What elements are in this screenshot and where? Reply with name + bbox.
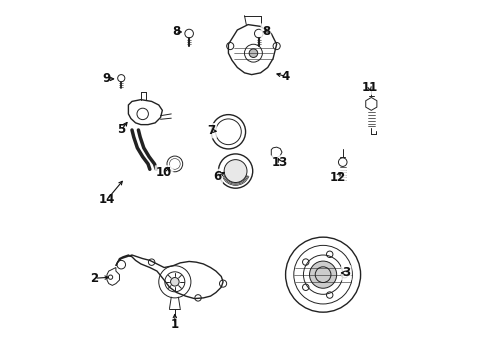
Text: 11: 11 — [361, 81, 377, 94]
Text: 5: 5 — [117, 123, 125, 136]
Circle shape — [309, 261, 336, 288]
Text: 9: 9 — [102, 72, 111, 85]
Text: 6: 6 — [213, 170, 222, 183]
Text: 4: 4 — [281, 70, 289, 83]
Circle shape — [224, 159, 246, 183]
Text: 13: 13 — [271, 156, 288, 169]
Text: 2: 2 — [90, 272, 98, 285]
Text: 8: 8 — [172, 24, 181, 37]
Text: 8: 8 — [261, 24, 269, 37]
Text: 14: 14 — [99, 193, 115, 206]
Text: 10: 10 — [156, 166, 172, 179]
Text: 7: 7 — [207, 124, 215, 137]
Circle shape — [170, 278, 179, 286]
Text: 1: 1 — [170, 318, 179, 331]
Circle shape — [248, 49, 257, 58]
Text: 12: 12 — [328, 171, 345, 184]
Text: 3: 3 — [342, 266, 350, 279]
